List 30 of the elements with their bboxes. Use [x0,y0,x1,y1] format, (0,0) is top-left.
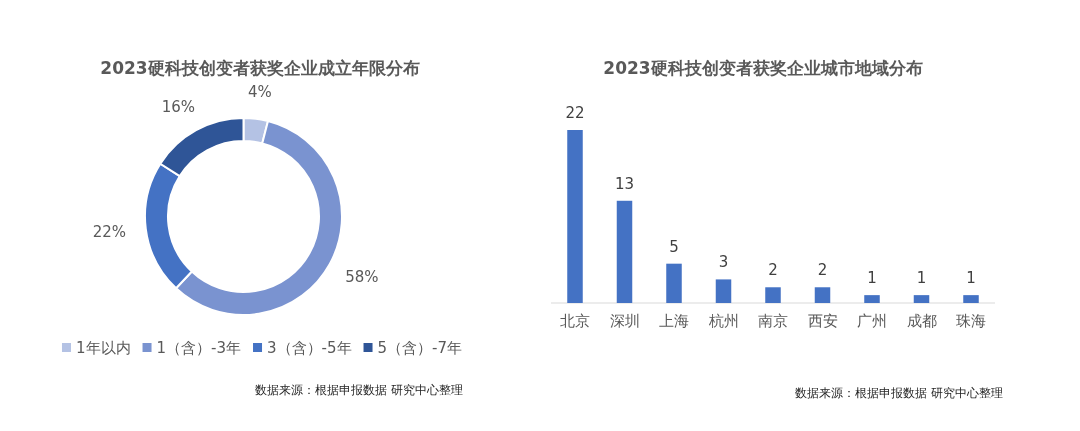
data-label: 1 [966,269,976,288]
data-label: 1 [916,269,927,288]
data-label: 22% [92,223,127,242]
data-label: 22 [565,104,585,122]
data-label: 5 [669,237,679,256]
category-label: 珠海 [956,312,986,330]
data-label: 2 [817,261,828,280]
title: 2023硬科技创变者获奖企业成立年限分布 [100,58,420,78]
category-label: 南京 [758,312,788,330]
category-label: 深圳 [609,312,640,330]
legend-label: 1年以内 [76,339,131,357]
data-label: 16% [161,97,196,116]
category-label: 杭州 [708,312,739,330]
data-label: 2 [768,261,778,280]
annotation: 数据来源：根据申报数据 研究中心整理 [255,383,463,397]
category-label: 成都 [906,312,937,330]
legend-label: 1（含）-3年 [156,339,241,357]
category-label: 上海 [659,312,689,330]
data-label: 58% [345,267,379,286]
category-label: 北京 [560,312,590,330]
data-label: 3 [718,253,729,272]
legend-label: 5（含）-7年 [377,339,462,357]
data-label: 1 [867,269,877,288]
annotation: 数据来源：根据申报数据 研究中心整理 [795,386,1003,400]
data-label: 13 [614,174,635,193]
category-label: 西安 [807,312,838,330]
legend-label: 3（含）-5年 [267,339,352,357]
data-label: 4% [247,83,272,101]
title: 2023硬科技创变者获奖企业城市地域分布 [603,58,923,78]
category-label: 广州 [857,312,887,330]
